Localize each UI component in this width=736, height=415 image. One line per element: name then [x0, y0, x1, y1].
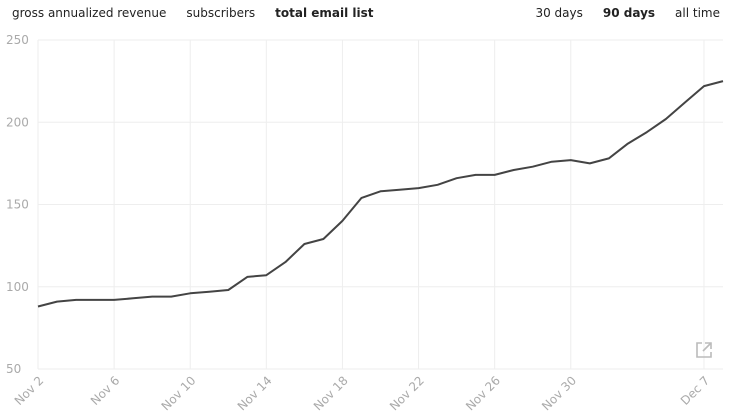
tab-all-time[interactable]: all time	[675, 6, 720, 20]
top-bar: gross annualized revenue subscribers tot…	[0, 0, 736, 28]
y-tick-label: 200	[6, 115, 29, 129]
tab-90-days[interactable]: 90 days	[602, 6, 656, 20]
y-tick-label: 150	[6, 198, 29, 212]
metric-tabs: gross annualized revenue subscribers tot…	[12, 6, 374, 20]
external-link-icon[interactable]	[694, 340, 714, 360]
line-chart: 50 100 150 200 250 Nov 2 Nov 6 Nov 10 Nov 14 Nov …	[6, 33, 724, 413]
y-tick-label: 100	[6, 280, 29, 294]
tab-gross-annualized-revenue[interactable]: gross annualized revenue	[12, 6, 167, 20]
x-tick-label: Nov 22	[387, 373, 427, 413]
tab-total-email-list[interactable]: total email list	[275, 6, 374, 20]
tab-30-days[interactable]: 30 days	[535, 6, 583, 20]
y-tick-label: 50	[6, 362, 21, 376]
y-tick-label: 250	[6, 33, 29, 47]
x-tick-label: Nov 10	[159, 373, 199, 413]
x-tick-label: Nov 6	[88, 373, 123, 408]
x-tick-label: Dec 7	[678, 373, 712, 407]
range-tabs: 30 days 90 days all time	[535, 6, 720, 20]
x-tick-label: Nov 30	[539, 373, 579, 413]
series-line	[37, 80, 724, 308]
x-tick-label: Nov 26	[463, 373, 503, 413]
x-tick-label: Nov 14	[235, 373, 275, 413]
external-link-icon-graphic	[696, 342, 712, 358]
tab-subscribers[interactable]: subscribers	[186, 6, 256, 20]
x-tick-label: Nov 18	[311, 373, 351, 413]
x-tick-label: Nov 2	[12, 373, 47, 408]
